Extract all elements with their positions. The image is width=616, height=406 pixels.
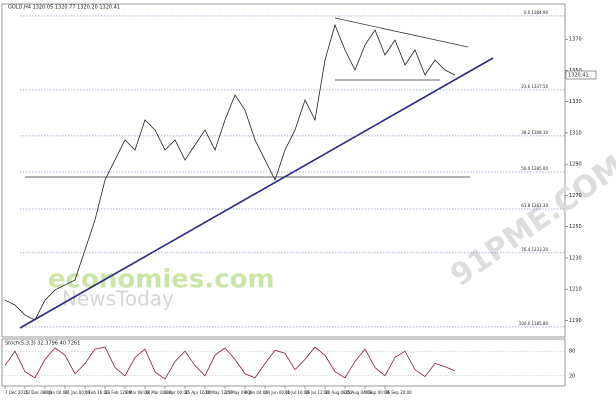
x-tick-label: 23 Feb 12:00 (105, 390, 132, 395)
indicator-frame (1, 338, 566, 387)
x-tick-label: 24 Jun 00:00 (265, 390, 291, 395)
y-tick-label: 1190 (569, 318, 582, 324)
price-tag-box (565, 70, 597, 80)
x-tick-label: 21 Jan 00:00 (65, 390, 91, 395)
x-tick-label: 25 May 08:00 (225, 390, 253, 395)
x-tick-label: 9 Mar 08:00 (125, 390, 150, 395)
x-tick-label: 7 Dec 2015 (5, 390, 28, 395)
fib-label: 23.6 1337.50 (521, 84, 548, 89)
watermark: economies.com (48, 265, 275, 295)
price-tag: 1320.41 (568, 73, 589, 79)
x-tick-label: 25 Aug 04:00 (345, 390, 372, 395)
indicator-line (4, 346, 456, 380)
fib-label: 0.0 1384.90 (524, 10, 549, 15)
fib-label: 76.4 1233.20 (521, 247, 548, 252)
x-tick-label: 8 Apr 00:00 (165, 390, 189, 395)
x-tick-label: 26 Jul 12:00 (305, 390, 329, 395)
y-tick-label: 1330 (569, 99, 582, 105)
watermark: NewsToday (62, 287, 174, 311)
y-tick-label: 1310 (569, 130, 582, 136)
fib-label: 100.0 1185.80 (519, 321, 549, 326)
y-tick-label: 1290 (569, 162, 582, 168)
x-tick-label: 26 Sep 20:00 (385, 390, 412, 395)
y-tick-label: 1270 (569, 193, 582, 199)
y-tick-label: 1230 (569, 255, 582, 261)
fib-label: 50.0 1285.00 (521, 166, 548, 171)
x-tick-label: 9 Jun 04:00 (245, 390, 268, 395)
indicator-tick-label: 20 (569, 373, 575, 379)
chart-title: GOLD,H4 1320.05 1320.77 1320.20 1320.41 (8, 5, 120, 11)
x-tick-label: 11 Jul 16:00 (285, 390, 309, 395)
x-tick-label: 9 Sep 00:00 (365, 390, 390, 395)
indicator-name: Stoch(5,3,3) 32.3796 40.7261 (5, 341, 80, 347)
fib-label: 38.2 1308.10 (521, 130, 548, 135)
x-tick-label: 5 Feb 16:00 (85, 390, 109, 395)
triangle-line (334, 17, 469, 48)
y-tick-label: 1210 (569, 287, 582, 293)
x-tick-label: 10 Aug 08:00 (325, 390, 352, 395)
x-tick-label: 10 May 12:00 (205, 390, 233, 395)
indicator-tick-label: 80 (569, 349, 575, 355)
trend-line (19, 57, 494, 329)
y-tick-label: 1370 (569, 37, 582, 43)
x-tick-label: 24 Mar 04:00 (145, 390, 172, 395)
price-line (4, 23, 456, 321)
fib-label: 61.8 1261.30 (521, 203, 548, 208)
x-tick-label: 25 Apr 16:00 (185, 390, 212, 395)
main-frame (1, 3, 566, 338)
x-tick-label: 22 Dec 08:00 (25, 390, 52, 395)
x-tick-label: 6 Jan 04:00 (45, 390, 68, 395)
y-tick-label: 1250 (569, 224, 582, 230)
